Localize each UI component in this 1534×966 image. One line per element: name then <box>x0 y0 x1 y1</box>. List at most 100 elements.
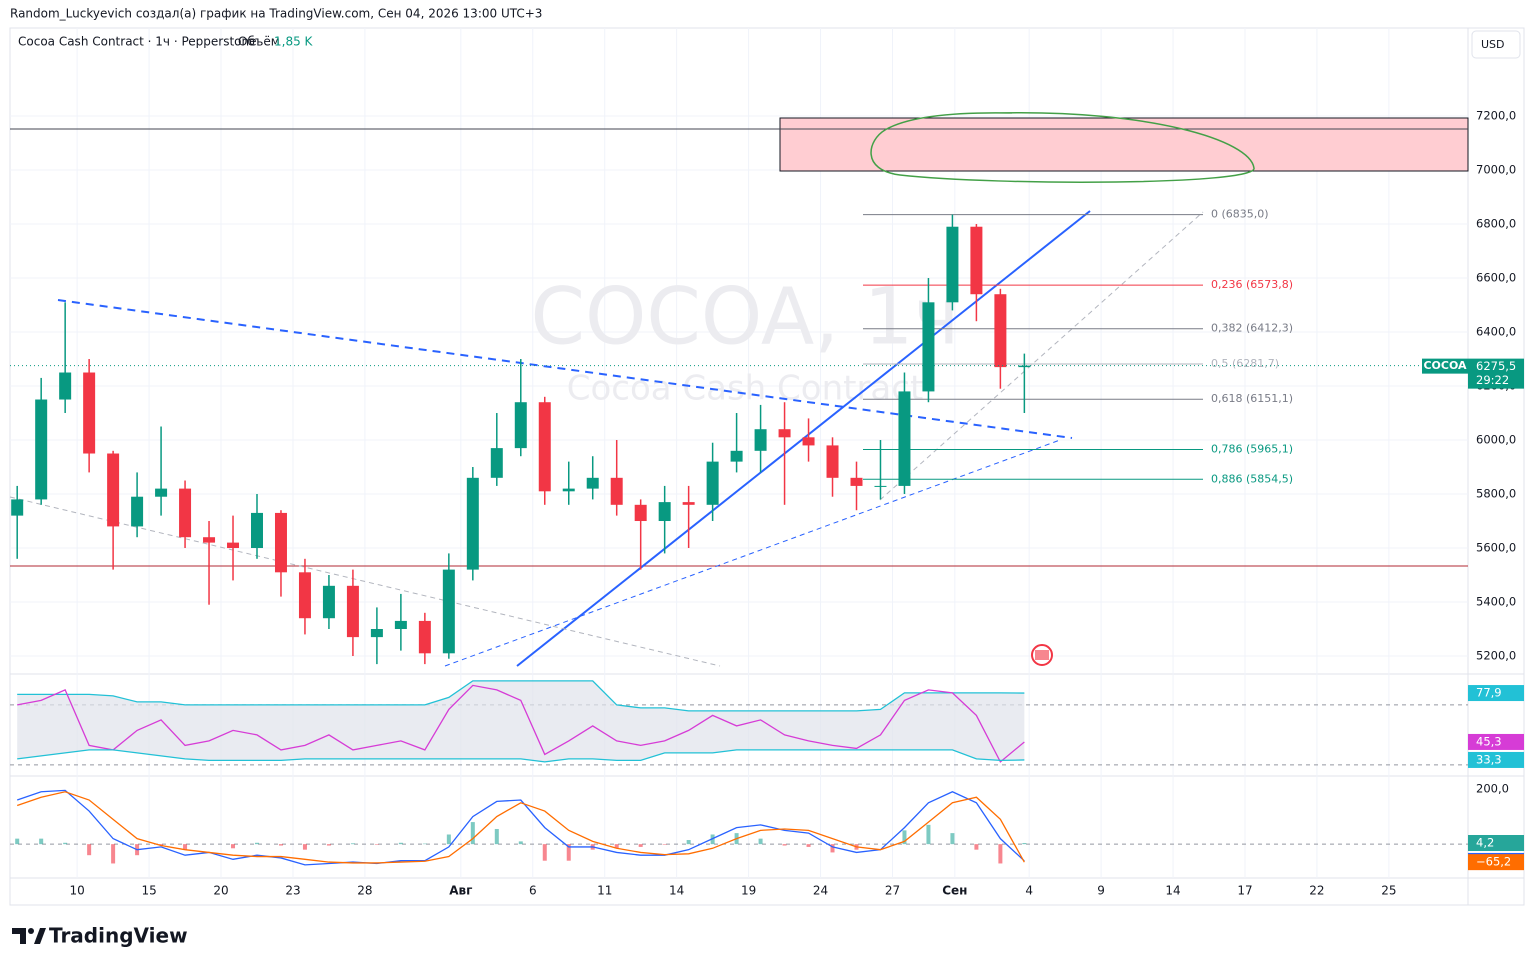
series-line <box>17 684 1025 763</box>
x-tick-label: 19 <box>741 884 756 898</box>
author-line: Random_Luckyevich создал(а) график на Tr… <box>10 7 542 21</box>
y-tick-label: 5600,0 <box>1476 541 1516 555</box>
histogram-bar <box>566 844 571 861</box>
histogram-bar <box>1022 842 1027 845</box>
watermark: COCOA, 1ч Cocoa Cash Contract <box>531 272 960 408</box>
logo-mark <box>34 928 46 944</box>
candle-body <box>322 585 335 619</box>
candle-body <box>346 585 359 638</box>
histogram-bar <box>302 844 307 850</box>
histogram-bar <box>470 822 475 845</box>
candle-body <box>898 391 911 486</box>
y-tick-label: 7000,0 <box>1476 163 1516 177</box>
x-tick-label: 27 <box>885 884 900 898</box>
candle-body <box>251 512 263 549</box>
y-tick-label: 5400,0 <box>1476 595 1516 609</box>
candle-body <box>826 445 839 478</box>
symbol-label: COCOA <box>1423 359 1467 372</box>
last-price-text: 6275,5 <box>1476 359 1516 373</box>
x-tick-label: 22 <box>1309 884 1324 898</box>
fib-label: 0,618 (6151,1) <box>1211 392 1293 405</box>
last-value-text: 77,9 <box>1476 686 1502 700</box>
histogram-bar <box>422 843 427 845</box>
countdown-text: 29:22 <box>1476 373 1509 387</box>
candle-body <box>610 477 623 505</box>
histogram-bar <box>926 824 931 845</box>
event-icon <box>1031 644 1053 666</box>
candle-body <box>778 429 791 438</box>
x-tick-label: Сен <box>942 884 967 898</box>
candle-body <box>83 372 96 454</box>
histogram-bar <box>638 844 643 847</box>
series-line <box>16 791 1025 864</box>
x-tick-label: 25 <box>1381 884 1396 898</box>
symbol-title: Cocoa Cash Contract · 1ч · Pepperstone <box>18 35 257 49</box>
x-tick-label: Авг <box>449 884 472 898</box>
event-flag <box>1035 650 1049 660</box>
fib-label: 0,382 (6412,3) <box>1211 322 1293 335</box>
supply-zone <box>779 117 1469 172</box>
trend-line-dashed <box>57 299 1073 439</box>
histogram-bar <box>398 842 403 845</box>
x-tick-label: 17 <box>1237 884 1252 898</box>
candle-body <box>227 542 240 549</box>
histogram-bar <box>998 844 1003 864</box>
candle-body <box>394 620 407 630</box>
candle-body <box>658 502 671 522</box>
x-tick-label: 10 <box>70 884 85 898</box>
fib-label: 0,786 (5965,1) <box>1211 442 1293 455</box>
candle-body <box>850 477 863 486</box>
histogram-bar <box>374 844 379 845</box>
histogram-bar <box>231 844 236 849</box>
x-tick-label: 20 <box>213 884 228 898</box>
histogram-bar <box>806 844 811 847</box>
x-tick-label: 11 <box>597 884 612 898</box>
logo-mark <box>12 928 26 944</box>
histogram-bar <box>782 844 787 846</box>
x-tick-label: 14 <box>669 884 684 898</box>
last-value-text: 33,3 <box>1476 752 1502 766</box>
x-tick-label: 6 <box>529 884 537 898</box>
x-tick-label: 9 <box>1097 884 1105 898</box>
last-value-label: 45,3 <box>1468 733 1524 750</box>
fib-label: 0 (6835,0) <box>1211 208 1269 221</box>
series-line <box>16 789 1025 866</box>
last-value-box <box>1468 685 1524 702</box>
last-value-box <box>1468 834 1524 851</box>
candle-body <box>730 450 743 462</box>
histogram-bar <box>902 830 907 845</box>
logo-dot <box>28 928 34 934</box>
x-tick-label: 4 <box>1025 884 1033 898</box>
candle-body <box>994 294 1007 368</box>
plot: 0 (6835,0) 0,236 (6573,8) 0,382 (6412,3) 0,… <box>11 208 1293 866</box>
y-tick-label: 6800,0 <box>1476 217 1516 231</box>
candle-body <box>370 629 383 638</box>
fib-label: 0,886 (5854,5) <box>1211 472 1293 485</box>
series-line <box>17 749 1025 763</box>
candle-body <box>538 402 551 492</box>
candle-body <box>11 499 24 516</box>
histogram-bar <box>950 833 955 845</box>
fib-label: 0,5 (6281,7) <box>1211 357 1279 370</box>
histogram-bar <box>326 844 331 846</box>
histogram-bar <box>39 838 44 845</box>
candle-body <box>35 399 48 500</box>
last-value-label: −65,2 <box>1468 854 1524 871</box>
series-line <box>17 680 1025 712</box>
currency-label[interactable]: USD <box>1481 38 1505 51</box>
candle-body <box>922 302 935 392</box>
histogram-bar <box>758 838 763 845</box>
last-value-box <box>1468 854 1524 871</box>
y-tick-label: 200,0 <box>1476 781 1509 795</box>
histogram-bar <box>686 840 691 845</box>
fib-trend-line <box>879 211 1204 501</box>
last-value-text: −65,2 <box>1476 855 1511 869</box>
histogram-bar <box>830 844 835 853</box>
brand: TradingView <box>49 924 188 948</box>
currency-button[interactable] <box>1471 30 1521 59</box>
last-value-text: 45,3 <box>1476 734 1502 748</box>
histogram-bar <box>87 844 92 856</box>
histogram-bar <box>350 843 355 845</box>
volume-label: Объём <box>238 35 280 49</box>
trend-line-thin <box>444 439 1061 667</box>
